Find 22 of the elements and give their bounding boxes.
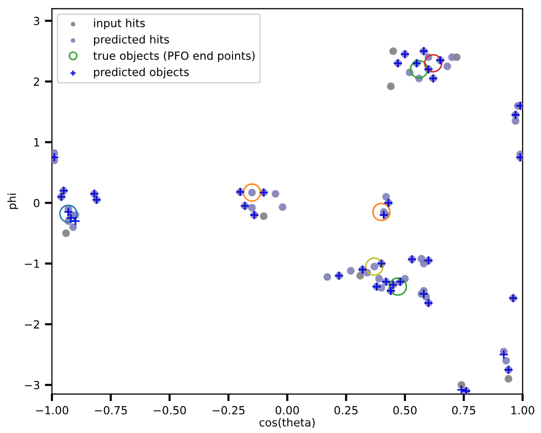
y-axis-title: phi <box>7 194 18 209</box>
x-tick-label: 0.50 <box>393 406 417 414</box>
y-tick-label: 3 <box>34 16 40 26</box>
legend-label: true objects (PFO end points) <box>93 51 255 62</box>
x-tick-label: 1.00 <box>511 406 534 414</box>
legend-label: input hits <box>94 18 145 30</box>
y-tick-label: 1 <box>34 138 40 146</box>
legend-label: predicted hits <box>94 34 170 46</box>
y-tick-label: 0 <box>34 198 40 208</box>
x-tick-label: 0.00 <box>276 406 299 414</box>
x-axis-title: cos(theta) <box>260 418 315 428</box>
legend-label: predicted objects <box>94 68 189 78</box>
y-tick-label: −2 <box>24 320 40 328</box>
y-tick-label: −1 <box>24 260 40 268</box>
x-tick-label: −0.25 <box>212 406 244 414</box>
x-tick-label: −0.50 <box>154 406 186 414</box>
x-tick-label: 0.75 <box>452 406 476 414</box>
x-tick-label: −1.00 <box>36 406 68 414</box>
y-tick-label: 2 <box>34 77 40 86</box>
x-tick-label: −0.75 <box>94 406 127 414</box>
y-tick-label: −3 <box>24 380 40 390</box>
x-tick-label: 0.25 <box>334 406 358 414</box>
